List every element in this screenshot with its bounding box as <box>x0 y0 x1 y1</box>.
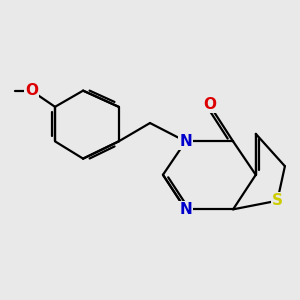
Text: N: N <box>179 202 192 217</box>
Text: O: O <box>203 97 216 112</box>
Text: O: O <box>25 83 38 98</box>
Text: S: S <box>272 193 283 208</box>
Text: N: N <box>179 134 192 149</box>
